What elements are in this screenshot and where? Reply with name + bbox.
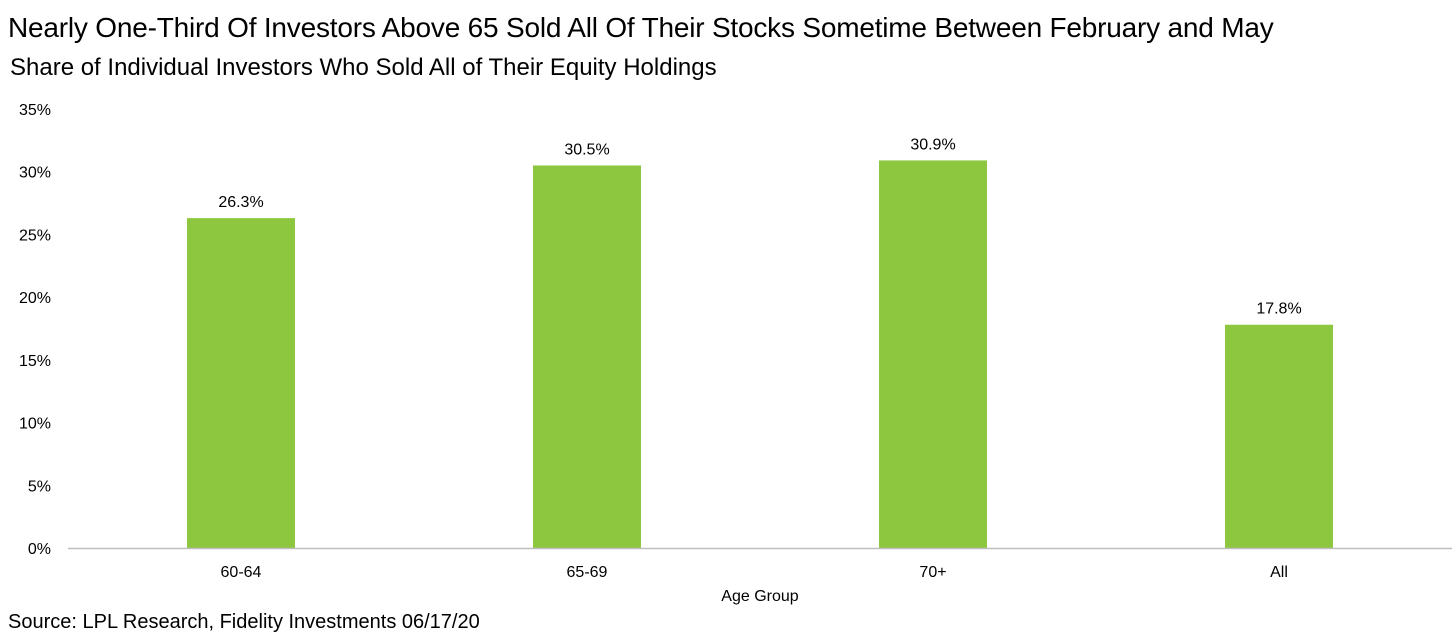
x-tick-label: 60-64 [221,564,262,581]
x-axis-ticks: 60-64 65-69 70+ All [221,564,1288,581]
data-label: 30.5% [564,141,609,158]
y-tick-label: 30% [19,165,51,182]
data-label: 17.8% [1256,301,1301,318]
y-tick-label: 20% [19,290,51,307]
data-labels: 26.3% 30.5% 30.9% 17.8% [218,136,1301,317]
x-tick-label: 70+ [919,564,946,581]
x-tick-label: All [1270,564,1288,581]
chart-title: Nearly One-Third Of Investors Above 65 S… [8,12,1274,43]
x-axis-title: Age Group [721,588,798,605]
y-tick-label: 10% [19,416,51,433]
y-tick-label: 35% [19,102,51,119]
source-note: Source: LPL Research, Fidelity Investmen… [8,611,480,633]
chart-subtitle: Share of Individual Investors Who Sold A… [10,54,717,81]
bar [1225,324,1333,548]
data-label: 26.3% [218,194,263,211]
y-tick-label: 5% [28,478,51,495]
data-label: 30.9% [910,136,955,153]
bar [187,218,295,548]
y-axis-ticks: 0% 5% 10% 15% 20% 25% 30% 35% [19,102,51,558]
y-tick-label: 15% [19,353,51,370]
bar [879,160,987,548]
y-tick-label: 0% [28,541,51,558]
y-tick-label: 25% [19,227,51,244]
x-tick-label: 65-69 [567,564,608,581]
bars [187,160,1333,548]
bar [533,165,641,548]
